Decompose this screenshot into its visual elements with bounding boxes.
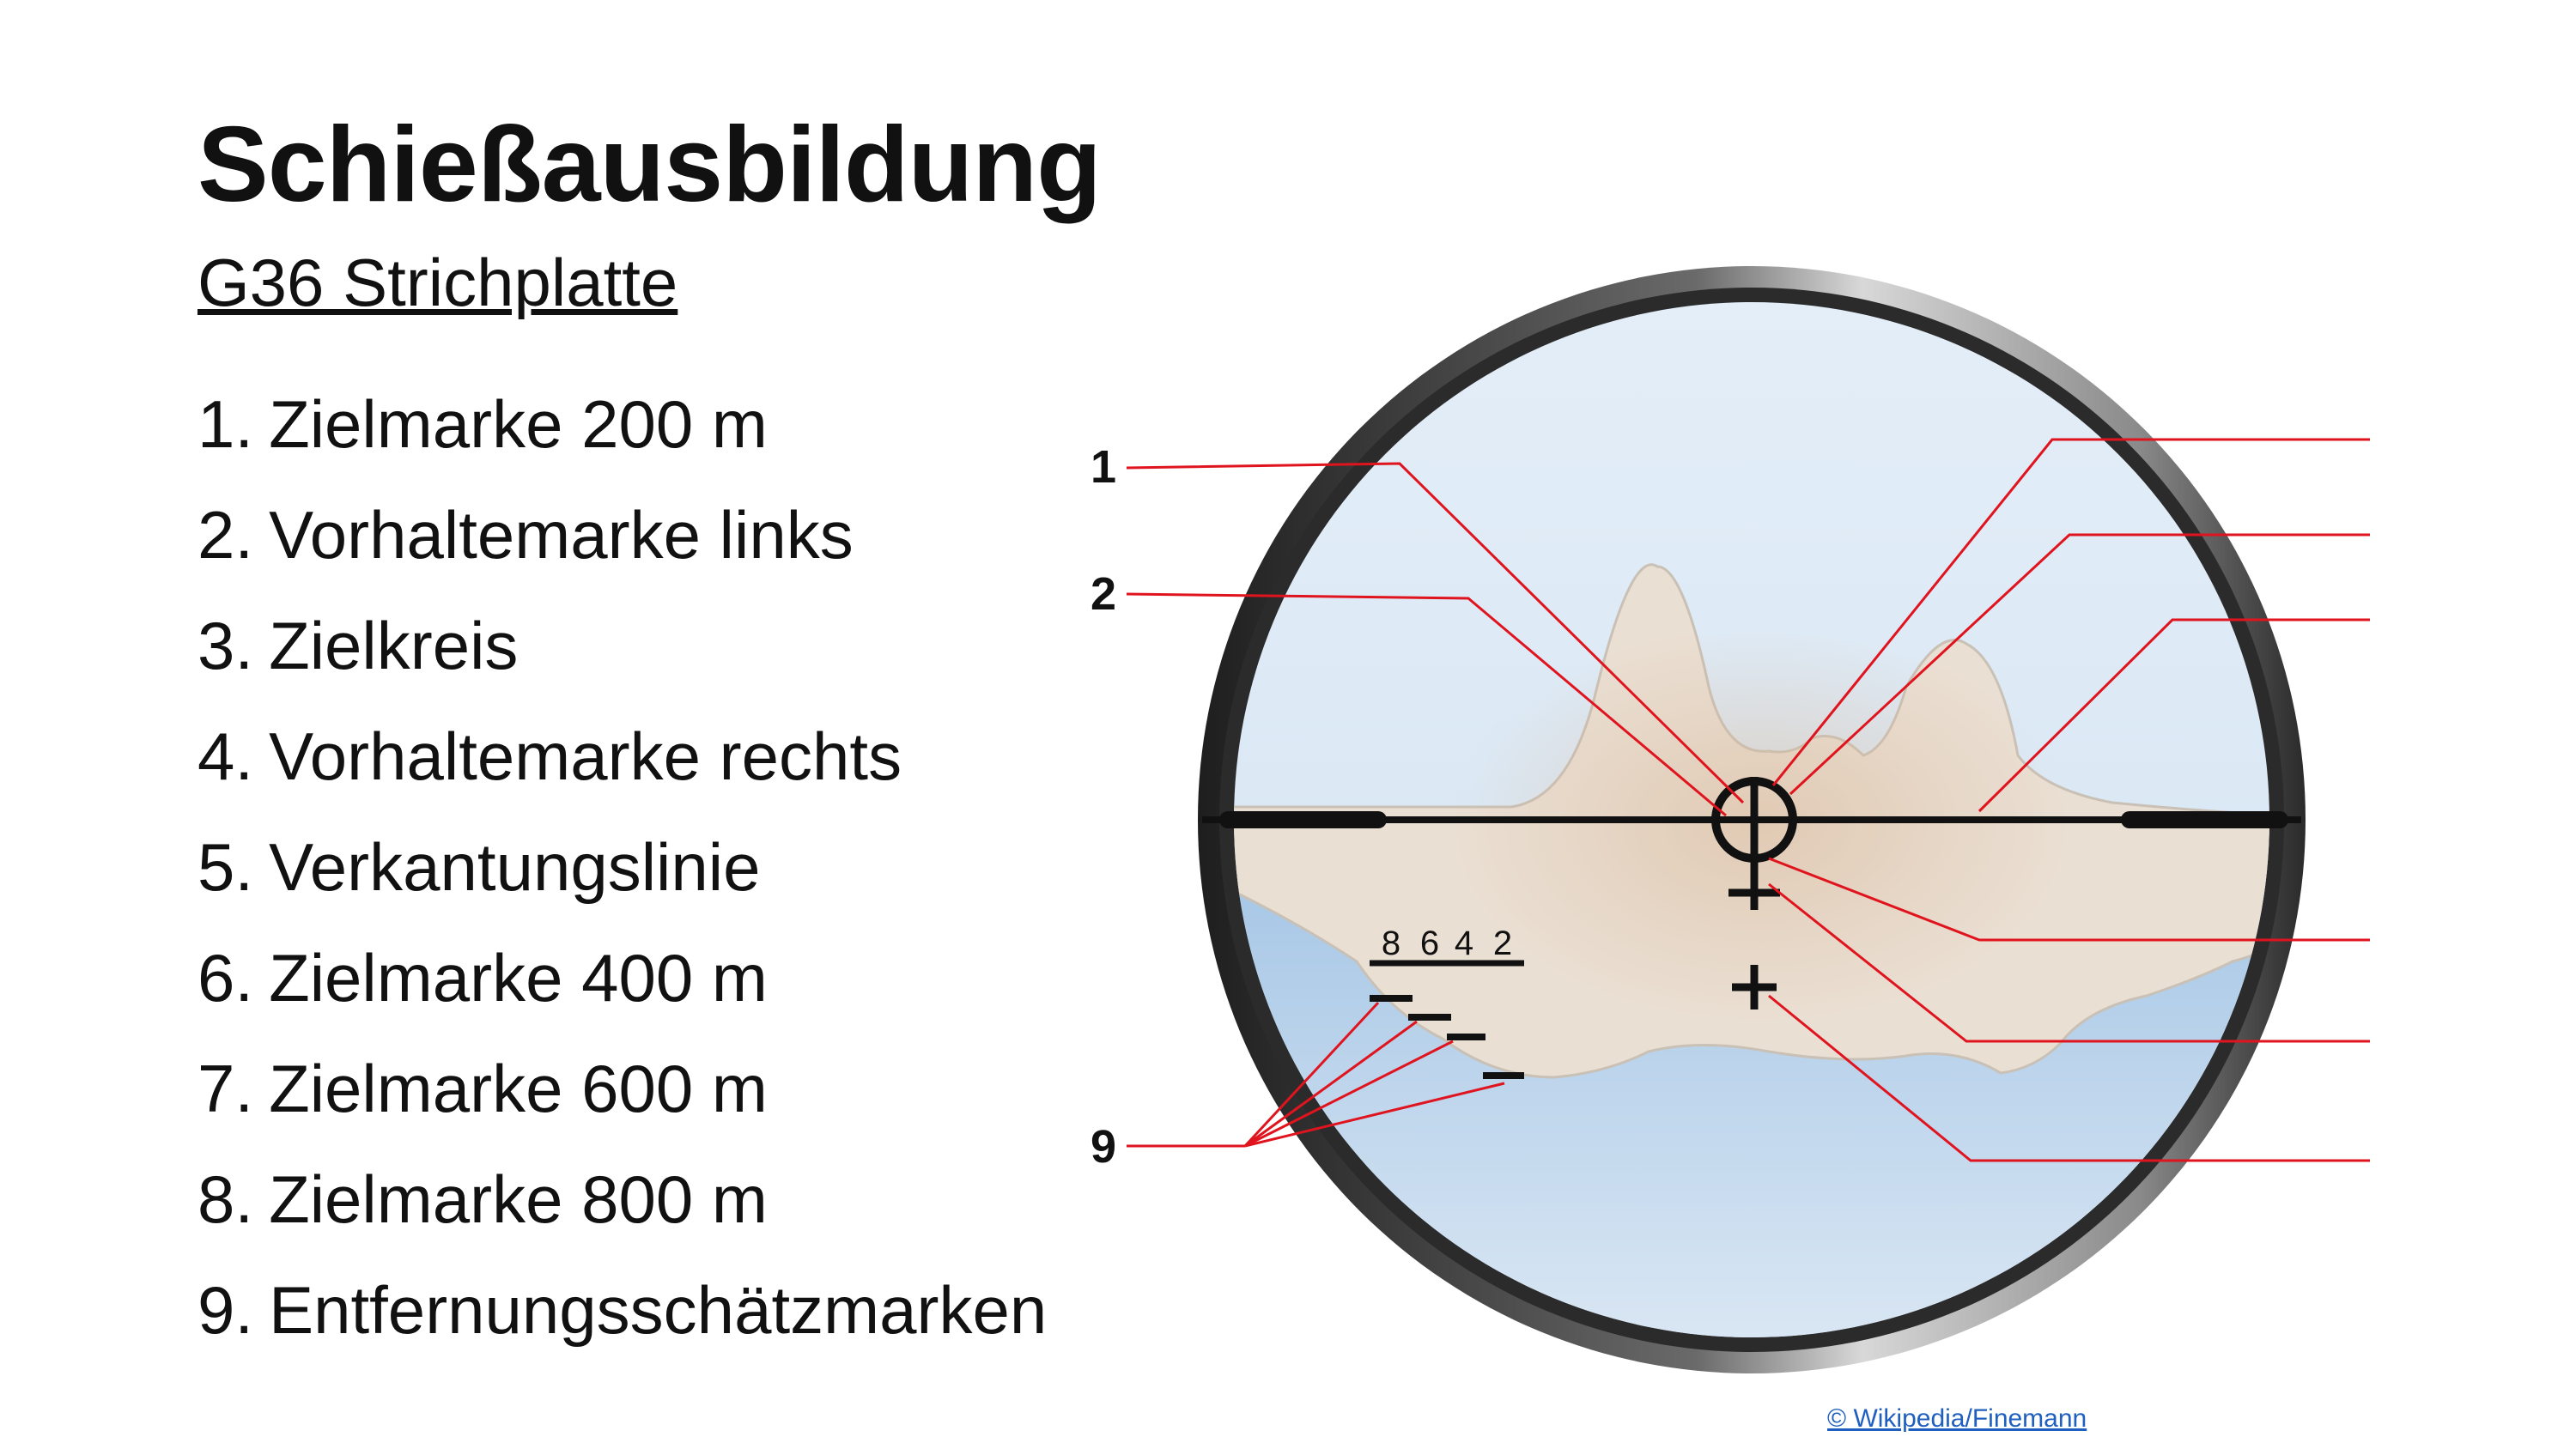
legend-number: 9. xyxy=(197,1272,254,1348)
legend-label: Vorhaltemarke rechts xyxy=(269,718,902,794)
legend-item-6: 6. Zielmarke 400 m xyxy=(197,944,1047,1055)
scale-number: 8 xyxy=(1382,925,1400,962)
lens-view xyxy=(1234,302,2269,1337)
legend-item-2: 2. Vorhaltemarke links xyxy=(197,501,1047,612)
scale-number: 6 xyxy=(1420,925,1439,962)
legend-label: Vorhaltemarke links xyxy=(269,497,854,573)
legend-label: Entfernungsschätzmarken xyxy=(269,1272,1048,1348)
reticle-diagram: 8 6 4 2 1 2 3 4 5 6 xyxy=(1091,266,2370,1373)
legend-list: 1. Zielmarke 200 m 2. Vorhaltemarke links … xyxy=(197,391,1047,1387)
legend-label: Zielmarke 600 m xyxy=(269,1051,768,1126)
legend-item-5: 5. Verkantungslinie xyxy=(197,834,1047,944)
image-credit-link[interactable]: © Wikipedia/Finemann xyxy=(1827,1404,2087,1433)
legend-number: 6. xyxy=(197,940,254,1016)
legend-number: 8. xyxy=(197,1161,254,1237)
callout-label-9: 9 xyxy=(1091,1121,1116,1173)
legend-item-4: 4. Vorhaltemarke rechts xyxy=(197,723,1047,834)
legend-number: 7. xyxy=(197,1051,254,1126)
legend-item-8: 8. Zielmarke 800 m xyxy=(197,1166,1047,1276)
legend-item-9: 9. Entfernungsschätzmarken xyxy=(197,1276,1047,1387)
slide-subtitle: G36 Strichplatte xyxy=(197,245,678,320)
legend-item-1: 1. Zielmarke 200 m xyxy=(197,391,1047,501)
legend-item-7: 7. Zielmarke 600 m xyxy=(197,1055,1047,1166)
legend-number: 5. xyxy=(197,829,254,905)
slide-title: Schießausbildung xyxy=(197,106,1102,224)
legend-number: 2. xyxy=(197,497,254,573)
legend-label: Zielmarke 200 m xyxy=(269,386,768,462)
legend-label: Zielmarke 400 m xyxy=(269,940,768,1016)
legend-label: Zielmarke 800 m xyxy=(269,1161,768,1237)
legend-number: 1. xyxy=(197,386,254,462)
scale-number: 4 xyxy=(1455,925,1473,962)
callout-label-1: 1 xyxy=(1091,441,1116,493)
legend-number: 4. xyxy=(197,718,254,794)
scale-number: 2 xyxy=(1493,925,1512,962)
legend-label: Zielkreis xyxy=(269,608,519,683)
range-marks: 8 6 4 2 xyxy=(1370,925,1524,1079)
legend-number: 3. xyxy=(197,608,254,683)
callout-label-2: 2 xyxy=(1091,568,1116,620)
legend-label: Verkantungslinie xyxy=(269,829,761,905)
callout-lines xyxy=(1126,438,2370,1162)
legend-item-3: 3. Zielkreis xyxy=(197,612,1047,723)
